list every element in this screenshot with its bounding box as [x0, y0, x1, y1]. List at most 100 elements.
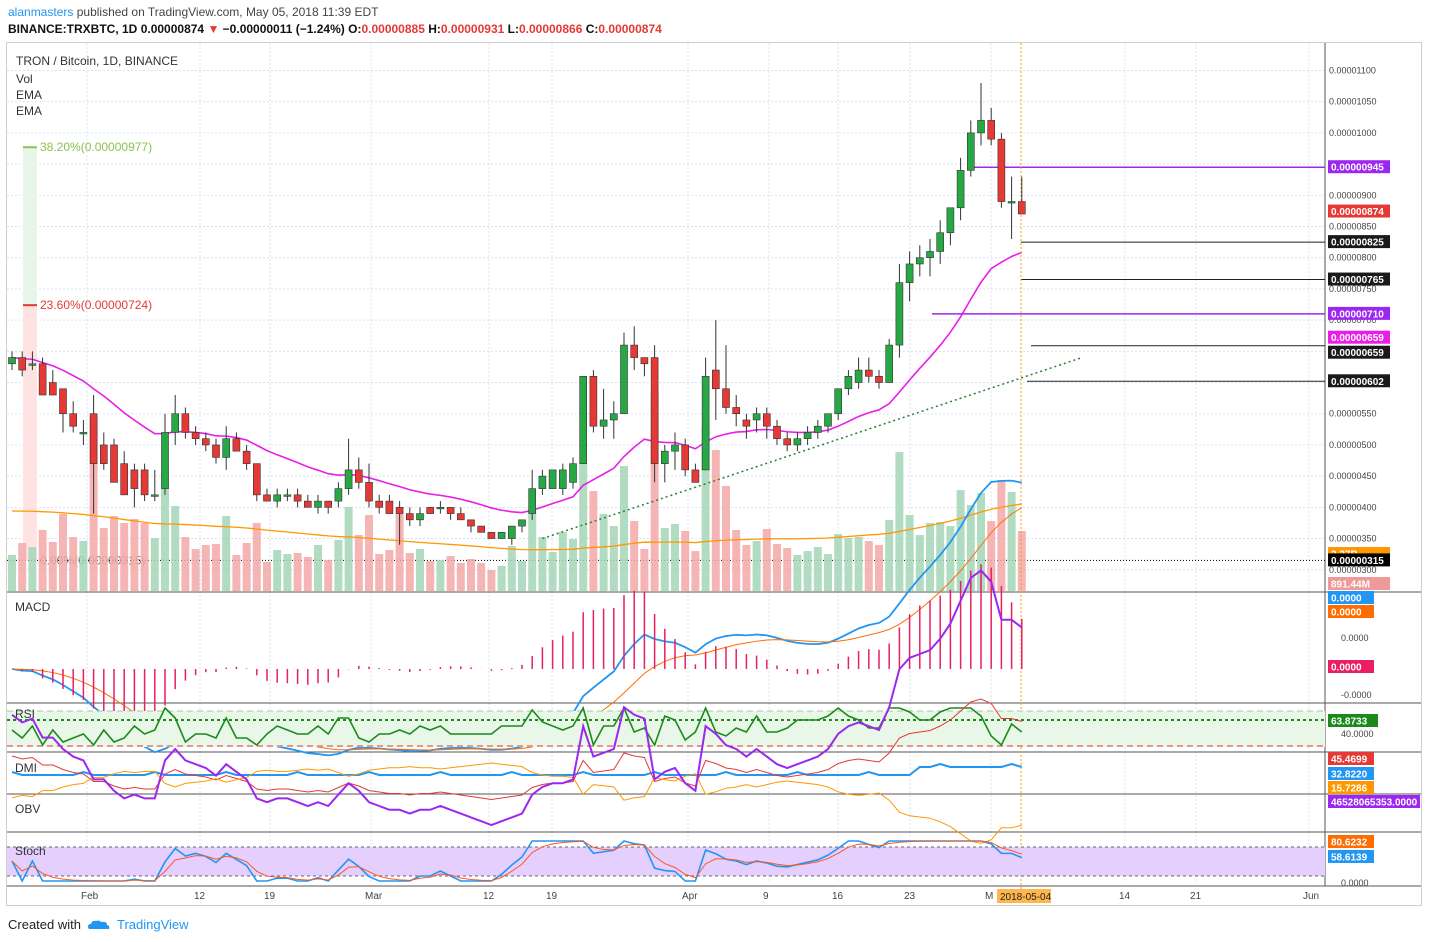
volume-bar	[762, 529, 771, 591]
volume-bar	[752, 541, 761, 591]
price-badge: 0.00000659	[1328, 330, 1390, 344]
price-badge: 891.44M	[1328, 577, 1390, 591]
volume-bar	[548, 552, 557, 591]
chart-canvas[interactable]: 0.000011000.000010500.000010000.00000950…	[7, 43, 1421, 905]
low-value: 0.00000866	[518, 22, 583, 36]
volume-bar	[354, 535, 363, 591]
chart-frame[interactable]: 0.000011000.000010500.000010000.00000950…	[6, 42, 1422, 906]
dmi-badge-bg	[1328, 767, 1374, 780]
candle-body	[630, 344, 639, 358]
candle-body	[242, 450, 251, 464]
candle-body	[140, 469, 149, 496]
volume-bar	[48, 542, 57, 591]
rsi-badge-bg	[1328, 714, 1378, 727]
horizontal-levels	[932, 166, 1325, 382]
volume-bar	[150, 538, 159, 591]
volume-bar	[518, 561, 526, 591]
candle-body	[161, 432, 169, 489]
volume-bar	[997, 480, 1006, 591]
candle-body	[660, 450, 669, 464]
candle-body	[405, 513, 414, 521]
rsi-line	[11, 705, 1023, 748]
candle-body	[742, 419, 751, 427]
volume-bar	[436, 560, 445, 591]
volume-bar	[405, 553, 414, 591]
volume-bar	[589, 491, 598, 591]
candle-body	[854, 369, 863, 383]
candle-body	[191, 432, 200, 439]
price-badge: 0.00000710	[1328, 306, 1390, 320]
volume-bar	[222, 516, 231, 591]
legend-title: TRON / Bitcoin, 1D, BINANCE	[16, 54, 178, 68]
dmi-badge: 32.8220	[1328, 767, 1374, 781]
fib-zone-lower	[23, 305, 37, 561]
dmi-badge-text: 45.4699	[1331, 755, 1368, 766]
volume-bar	[854, 537, 863, 591]
candle-body	[232, 438, 241, 452]
dmi-minus-line	[11, 762, 1022, 844]
candle-body	[110, 444, 118, 483]
x-axis-label: 16	[832, 891, 844, 902]
candle-body	[732, 407, 741, 415]
volume-bar	[59, 514, 67, 591]
candle-body	[905, 263, 914, 283]
volume-bar	[395, 514, 404, 591]
candle-body	[487, 532, 496, 539]
volume-bar	[365, 515, 373, 591]
candle-body	[864, 369, 873, 377]
x-axis-label: 19	[546, 891, 558, 902]
volume-bar	[38, 530, 47, 591]
volume-bar	[793, 555, 802, 591]
x-axis-label: 12	[483, 891, 495, 902]
price-axis-label: 0.00001000	[1329, 128, 1377, 138]
candle-body	[966, 132, 975, 171]
candle-body	[28, 363, 37, 366]
stoch-badge-text: 58.6139	[1331, 853, 1368, 864]
volume-bar	[79, 541, 88, 591]
x-axis-label: 12	[194, 891, 206, 902]
volume-bar	[701, 427, 710, 591]
price-axis-label: 0.00001100	[1329, 65, 1376, 75]
candle-body	[48, 382, 57, 396]
candle-body	[222, 438, 230, 458]
stoch-k-line	[11, 840, 1023, 883]
tradingview-brand[interactable]: TradingView	[117, 917, 189, 932]
price-badge-text: 0.00000765	[1331, 275, 1384, 286]
price-badge-bg	[1328, 160, 1390, 174]
price-badge: 0.00000825	[1328, 235, 1390, 249]
volume-bar	[773, 544, 781, 591]
volume-bar	[1017, 531, 1026, 591]
macd-badge-bg	[1328, 605, 1374, 618]
rsi-badge: 63.8733	[1328, 714, 1378, 728]
volume-bar	[273, 550, 282, 591]
price-badge-text: 0.00000874	[1331, 207, 1384, 218]
candle-body	[497, 532, 506, 539]
volume-bar	[283, 554, 292, 591]
x-axis-label: Mar	[365, 891, 383, 902]
candle-body	[467, 519, 475, 527]
volume-bar	[497, 566, 506, 591]
high-value: 0.00000931	[440, 22, 505, 36]
volume-bar	[507, 546, 516, 591]
stoch-badge: 58.6139	[1328, 850, 1374, 864]
volume-bar	[161, 470, 169, 591]
price-badge-text: 891.44M	[1331, 580, 1370, 591]
candle-body	[558, 469, 567, 489]
candle-body	[885, 344, 894, 383]
candle-body	[691, 469, 700, 483]
volume-bar	[416, 549, 424, 591]
stoch-badge-text: 80.6232	[1331, 838, 1368, 849]
x-axis-label: 14	[1119, 891, 1131, 902]
macd-label: MACD	[15, 600, 51, 614]
macd-badge: 0.0000	[1328, 660, 1374, 674]
candle-body	[293, 494, 302, 502]
author-link[interactable]: alanmasters	[8, 5, 74, 19]
tradingview-cloud-icon	[88, 920, 110, 929]
volume-bar	[844, 538, 853, 591]
price-badge-bg	[1328, 374, 1390, 388]
dmi-badge-text: 15.7286	[1331, 784, 1368, 795]
volume-bar	[181, 537, 190, 591]
obv-badge: 46528065353.0000	[1328, 795, 1420, 809]
volume-bar	[956, 490, 965, 591]
stoch-badge-bg	[1328, 850, 1374, 863]
